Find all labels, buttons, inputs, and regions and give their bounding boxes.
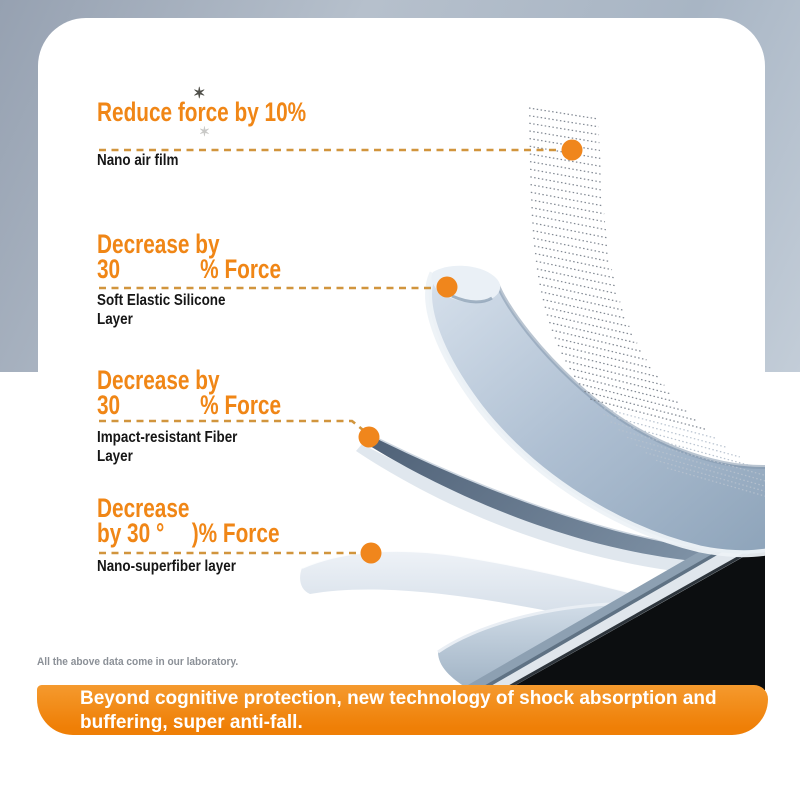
callout-dot-air-film xyxy=(561,139,583,161)
phone-frame-strip xyxy=(488,525,765,701)
callout-dot-fiber xyxy=(358,426,380,448)
asterisk-star-ghost: ✶ xyxy=(199,124,210,139)
callout-title-line2: 30% Force xyxy=(97,390,282,420)
lab-data-footnote: All the above data come in our laborator… xyxy=(37,656,239,668)
banner-line-1: Beyond cognitive protection, new technol… xyxy=(80,688,717,709)
nano-air-film-mesh xyxy=(528,107,765,517)
phone-screen xyxy=(507,544,765,690)
callout-title: Decrease xyxy=(97,493,190,523)
hook-shadow xyxy=(451,294,493,304)
callout-label: Nano air film xyxy=(97,152,179,169)
callout-fiber: Decrease by 30% Force Impact-resistant F… xyxy=(97,365,417,466)
callout-silicone: Decrease by 30% Force Soft Elastic Silic… xyxy=(97,229,417,329)
callout-air-film: Reduce force by 10% Nano air film xyxy=(97,97,369,170)
banner-line-2: buffering, super anti-fall. xyxy=(80,712,303,733)
phone-frame-line xyxy=(499,535,765,694)
callout-dot-silicone xyxy=(436,276,458,298)
callout-title: Decrease by xyxy=(97,229,220,259)
callout-title: Reduce force by 10% xyxy=(97,97,307,127)
asterisk-star: ✶ xyxy=(193,85,206,102)
silicone-outer-highlight xyxy=(425,271,765,558)
callout-label: Soft Elastic Silicone Layer xyxy=(97,292,226,328)
callout-label: Nano-superfiber layer xyxy=(97,558,236,575)
bottom-slogan-banner: Beyond cognitive protection, new technol… xyxy=(37,685,768,735)
callout-label: Impact-resistant Fiber Layer xyxy=(97,429,238,465)
callout-title-line2: by 30 °)% Force xyxy=(97,518,280,548)
callout-superfiber: Decrease by 30 °)% Force Nano-superfiber… xyxy=(97,493,417,576)
silicone-layer-shape xyxy=(428,268,765,554)
callout-dot-superfiber xyxy=(360,542,382,564)
callout-title-line2: 30% Force xyxy=(97,254,282,284)
callout-title: Decrease by xyxy=(97,365,220,395)
